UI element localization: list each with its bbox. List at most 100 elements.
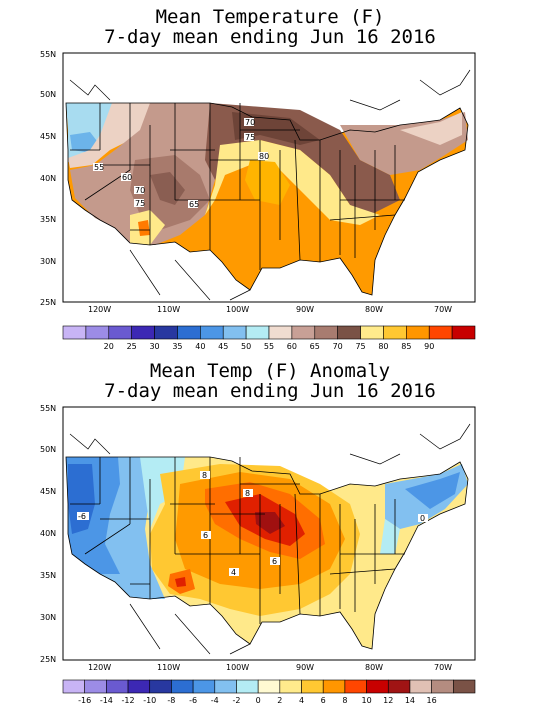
legend-label: 85 xyxy=(401,342,411,350)
legend-swatch xyxy=(62,325,87,340)
legend-swatch xyxy=(406,325,430,340)
legend-swatch xyxy=(245,325,270,340)
legend-swatch xyxy=(409,679,432,694)
legend-swatch xyxy=(451,325,476,340)
legend-label: 0 xyxy=(256,696,261,705)
svg-text:65: 65 xyxy=(189,200,199,209)
legend-swatch xyxy=(366,679,389,694)
legend-label: 14 xyxy=(405,696,415,705)
svg-text:55N: 55N xyxy=(40,50,56,59)
longitude-labels: 120W 110W 100W 90W 80W 70W xyxy=(88,305,452,314)
legend-label: 4 xyxy=(299,696,304,705)
canada-mexico-lines-anomaly xyxy=(69,423,471,655)
legend-swatch xyxy=(200,325,224,340)
svg-text:55N: 55N xyxy=(40,404,56,413)
svg-text:110W: 110W xyxy=(157,663,180,672)
legend-label: 40 xyxy=(195,342,205,350)
legend-label: 65 xyxy=(310,342,320,350)
svg-text:60: 60 xyxy=(122,173,132,182)
legend-swatches xyxy=(62,325,476,340)
legend-label: -16 xyxy=(78,696,91,705)
legend-label: 25 xyxy=(127,342,137,350)
svg-text:-6: -6 xyxy=(78,512,86,521)
svg-text:70W: 70W xyxy=(434,305,452,314)
temperature-map: 55 60 70 75 65 70 75 80 55N 50N 45N 40N … xyxy=(40,50,476,350)
svg-text:50N: 50N xyxy=(40,90,56,99)
svg-text:0: 0 xyxy=(420,514,425,523)
svg-text:80: 80 xyxy=(259,152,269,161)
svg-text:8: 8 xyxy=(202,471,207,480)
map-frame xyxy=(62,52,476,303)
anomaly-map-title: Mean Temp (F) Anomaly xyxy=(149,360,391,382)
legend-swatch xyxy=(301,679,324,694)
legend-label: 2 xyxy=(277,696,282,705)
svg-text:6: 6 xyxy=(272,557,277,566)
legend-label: -14 xyxy=(100,696,113,705)
legend-label: 8 xyxy=(342,696,347,705)
legend-swatch xyxy=(236,679,259,694)
svg-text:75: 75 xyxy=(245,133,255,142)
svg-text:75: 75 xyxy=(135,199,145,208)
map-title: Mean Temperature (F) xyxy=(155,6,385,28)
legend-swatch xyxy=(387,679,411,694)
svg-text:100W: 100W xyxy=(226,663,249,672)
svg-text:35N: 35N xyxy=(40,215,56,224)
svg-text:110W: 110W xyxy=(157,305,180,314)
svg-text:90W: 90W xyxy=(296,305,314,314)
legend-swatch xyxy=(428,325,453,340)
legend-swatch xyxy=(360,325,384,340)
legend-label: 60 xyxy=(287,342,297,350)
legend-swatch xyxy=(431,679,454,694)
svg-text:55: 55 xyxy=(94,163,104,172)
legend-label: 75 xyxy=(355,342,365,350)
legend-label: 30 xyxy=(149,342,159,350)
legend-label: 50 xyxy=(241,342,251,350)
legend-label: 20 xyxy=(104,342,114,350)
svg-text:45N: 45N xyxy=(40,132,56,141)
legend-label: -4 xyxy=(211,696,219,705)
legend-swatch xyxy=(314,325,338,340)
legend-swatch xyxy=(154,325,178,340)
svg-text:80W: 80W xyxy=(365,305,383,314)
svg-text:100W: 100W xyxy=(226,305,249,314)
svg-text:30N: 30N xyxy=(40,613,56,622)
svg-text:90W: 90W xyxy=(296,663,314,672)
legend-swatch xyxy=(279,679,302,694)
legend-swatch xyxy=(108,325,132,340)
state-borders-anomaly xyxy=(65,456,469,650)
legend-label: -2 xyxy=(232,696,240,705)
latitude-labels: 55N 50N 45N 40N 35N 30N 25N xyxy=(40,50,56,307)
svg-text:30N: 30N xyxy=(40,257,56,266)
svg-text:50N: 50N xyxy=(40,445,56,454)
svg-text:45N: 45N xyxy=(40,487,56,496)
legend-labels: -16 -14 -12 -10 -8 -6 -4 -2 0 2 4 6 8 10 12 14 16 xyxy=(78,696,437,705)
legend-label: 45 xyxy=(218,342,228,350)
legend-swatch xyxy=(291,325,316,340)
svg-text:6: 6 xyxy=(203,531,208,540)
legend-label: 70 xyxy=(333,342,343,350)
anomaly-map: -6 8 8 6 4 6 0 55N 50N 45N 40N 35N 30N 2… xyxy=(40,404,476,705)
anomaly-legend: -16 -14 -12 -10 -8 -6 -4 -2 0 2 4 6 8 10 12 14 16 xyxy=(62,679,476,705)
anomaly-map-frame xyxy=(62,406,476,661)
legend-label: 90 xyxy=(424,342,434,350)
svg-text:70W: 70W xyxy=(434,663,452,672)
legend-swatch xyxy=(85,325,110,340)
canada-mexico-lines xyxy=(69,69,471,301)
svg-text:25N: 25N xyxy=(40,655,56,664)
svg-text:70: 70 xyxy=(135,186,145,195)
legend-swatches xyxy=(62,679,476,694)
legend-swatch xyxy=(192,679,216,694)
legend-swatch xyxy=(131,325,155,340)
legend-label: 12 xyxy=(383,696,393,705)
legend-swatch xyxy=(177,325,201,340)
legend-swatch xyxy=(106,679,129,694)
legend-swatch xyxy=(383,325,407,340)
legend-swatch xyxy=(257,679,281,694)
svg-text:4: 4 xyxy=(231,568,236,577)
legend-label: 35 xyxy=(172,342,182,350)
svg-text:120W: 120W xyxy=(88,305,111,314)
svg-text:25N: 25N xyxy=(40,298,56,307)
anomaly-field xyxy=(66,457,468,649)
svg-text:70: 70 xyxy=(245,118,255,127)
legend-swatch xyxy=(84,679,107,694)
